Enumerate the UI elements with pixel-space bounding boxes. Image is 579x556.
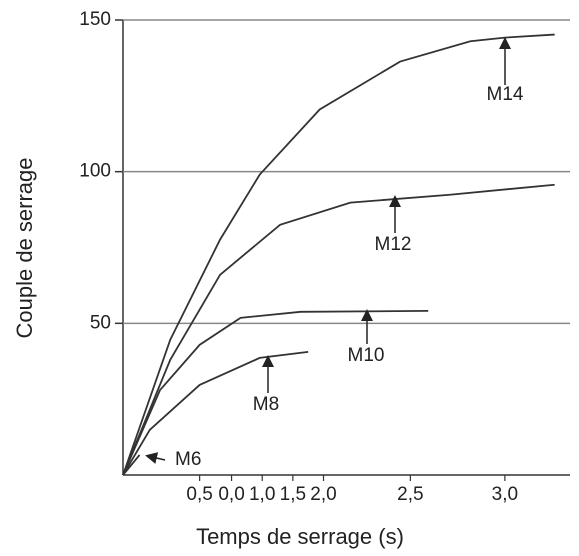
- x-tick-label: 0,0: [218, 484, 244, 505]
- arrow: [145, 452, 166, 464]
- series-label: M10: [348, 345, 385, 366]
- y-tick-label: 100: [79, 161, 111, 182]
- curve: [122, 454, 141, 476]
- x-tick-label: 2,5: [397, 484, 423, 505]
- x-tick-label: 3,0: [492, 484, 518, 505]
- curve: [122, 350, 309, 476]
- x-tick-label: 0,5: [186, 484, 212, 505]
- x-tick-label: 1,5: [280, 484, 306, 505]
- series-label: M14: [487, 84, 524, 105]
- series-label: M8: [253, 394, 279, 415]
- curve: [122, 309, 429, 476]
- x-tick-label: 1,0: [249, 484, 275, 505]
- y-tick-label: 50: [90, 312, 111, 333]
- x-axis-label: Temps de serrage (s): [196, 524, 404, 549]
- y-axis-label: Couple de serrage: [12, 157, 37, 338]
- curve: [122, 183, 555, 476]
- y-tick-label: 150: [79, 9, 111, 30]
- series-label: M12: [375, 234, 412, 255]
- x-tick-label: 2,0: [310, 484, 336, 505]
- series-label: M6: [175, 449, 201, 470]
- curve: [122, 33, 555, 476]
